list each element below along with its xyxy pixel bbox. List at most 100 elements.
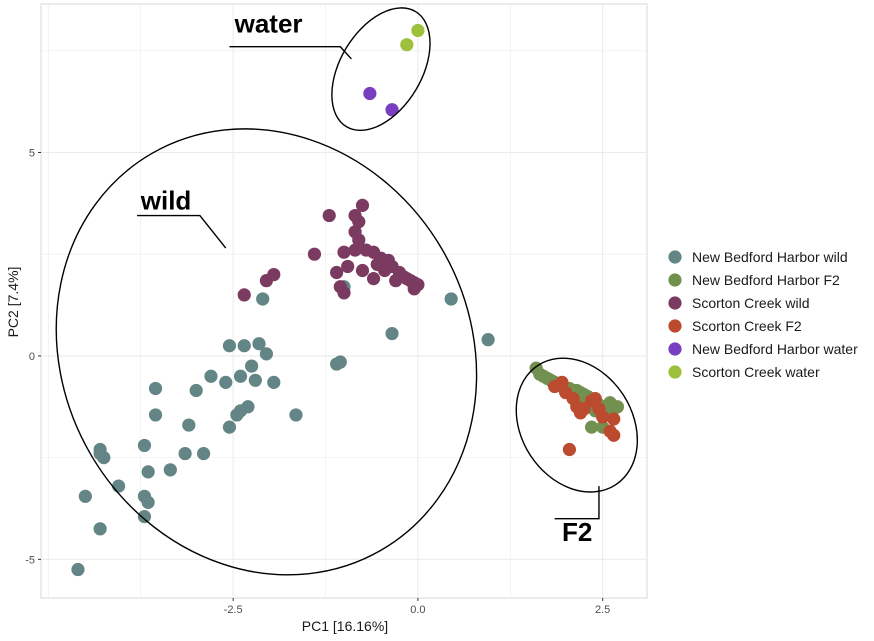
annotation-leader-water [229, 46, 352, 60]
data-point-2 [322, 208, 336, 223]
data-point-2 [355, 263, 370, 278]
data-point-3 [555, 375, 569, 389]
y-axis-ticks: -5 0 5 [25, 148, 41, 566]
x-tick-label: 2.5 [595, 604, 610, 616]
data-point-2 [337, 245, 351, 259]
y-tick-label: 5 [29, 148, 35, 160]
data-point-0 [233, 369, 248, 383]
data-point-0 [256, 292, 270, 306]
data-point-2 [352, 233, 366, 247]
legend-key-3 [668, 319, 682, 333]
data-point-0 [385, 326, 399, 341]
data-point-0 [289, 408, 303, 422]
data-point-0 [137, 438, 152, 453]
data-point-0 [182, 418, 196, 432]
x-tick-label: -2.5 [224, 604, 243, 616]
data-point-2 [337, 286, 351, 300]
plot-panel [40, 3, 648, 599]
data-point-0 [237, 339, 251, 353]
data-point-3 [562, 442, 577, 457]
legend-label-5: Scorton Creek water [692, 364, 820, 380]
data-point-1 [584, 420, 599, 434]
data-point-2 [366, 272, 381, 286]
data-point-2 [389, 274, 403, 288]
annotation-leader-F2 [554, 486, 600, 520]
data-point-0 [93, 522, 107, 536]
data-point-3 [607, 428, 621, 442]
legend-label-0: New Bedford Harbor wild [692, 249, 848, 265]
data-point-0 [267, 375, 281, 389]
ellipse-F2 [515, 357, 639, 493]
legend-label-1: New Bedford Harbor F2 [692, 272, 840, 288]
data-point-2 [352, 215, 366, 229]
data-point-0 [259, 347, 274, 361]
data-point-0 [189, 383, 203, 398]
data-point-0 [137, 510, 152, 524]
data-point-0 [196, 446, 211, 461]
y-tick-label: -5 [25, 554, 35, 566]
data-point-0 [219, 375, 233, 389]
data-point-0 [97, 451, 111, 465]
data-point-0 [222, 420, 237, 434]
data-point-2 [259, 274, 274, 288]
data-point-0 [141, 465, 155, 479]
data-point-0 [481, 333, 495, 347]
data-point-0 [141, 495, 155, 509]
data-point-0 [111, 479, 126, 493]
data-point-0 [78, 489, 92, 503]
data-point-2 [307, 247, 322, 261]
legend-key-4 [668, 342, 682, 356]
legend-key-2 [668, 296, 682, 310]
data-point-0 [245, 359, 259, 373]
legend-key-5 [668, 365, 682, 379]
x-axis-title: PC1 [16.16%] [302, 618, 388, 634]
data-point-0 [252, 337, 266, 351]
annotation-label-water: water [234, 8, 303, 38]
annotation-label-wild: wild [140, 185, 192, 215]
data-point-3 [596, 410, 610, 424]
annotation-leader-wild [137, 214, 227, 249]
annotations: water wild F2 [137, 8, 600, 547]
data-point-0 [148, 381, 163, 396]
legend-key-0 [668, 250, 682, 264]
x-axis-ticks: -2.5 0.0 2.5 [224, 598, 610, 616]
data-point-5 [400, 38, 414, 52]
data-point-5 [411, 23, 425, 38]
data-point-1 [610, 400, 625, 414]
legend: New Bedford Harbor wild New Bedford Harbo… [668, 249, 858, 380]
ellipse-water [331, 7, 431, 132]
data-point-2 [341, 259, 355, 274]
data-point-3 [607, 412, 621, 426]
ellipse-wild [55, 128, 478, 576]
data-point-0 [148, 408, 163, 422]
legend-key-1 [668, 273, 682, 287]
legend-label-2: Scorton Creek wild [692, 295, 810, 311]
data-point-4 [385, 103, 399, 117]
data-points [71, 23, 625, 577]
legend-label-4: New Bedford Harbor water [692, 341, 858, 357]
data-point-2 [237, 288, 251, 302]
data-point-2 [348, 243, 362, 257]
data-point-0 [178, 446, 192, 461]
data-point-2 [355, 198, 370, 212]
data-point-0 [204, 369, 218, 383]
data-point-2 [407, 282, 421, 296]
data-point-0 [248, 373, 262, 387]
group-ellipses [55, 7, 639, 576]
data-point-0 [333, 355, 347, 369]
y-tick-label: 0 [29, 351, 35, 363]
data-point-0 [444, 292, 458, 306]
annotation-label-F2: F2 [562, 517, 592, 547]
legend-label-3: Scorton Creek F2 [692, 318, 802, 334]
data-point-3 [588, 392, 602, 406]
data-point-4 [363, 86, 377, 101]
data-point-2 [378, 263, 392, 278]
data-point-2 [330, 265, 344, 280]
data-point-0 [222, 339, 237, 353]
data-point-0 [163, 463, 177, 477]
data-point-0 [241, 400, 255, 414]
data-point-0 [71, 562, 85, 577]
y-axis-title: PC2 [7.4%] [5, 267, 21, 338]
grid-major [41, 4, 647, 598]
